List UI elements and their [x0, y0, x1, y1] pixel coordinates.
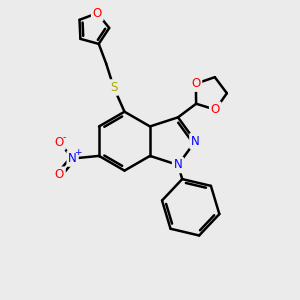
Text: -: -: [63, 132, 66, 142]
Text: O: O: [55, 136, 64, 149]
Text: O: O: [55, 168, 64, 181]
Text: +: +: [74, 148, 82, 157]
Text: O: O: [93, 7, 102, 20]
Text: O: O: [211, 103, 220, 116]
Text: O: O: [191, 77, 200, 90]
Text: N: N: [191, 135, 200, 148]
Text: N: N: [174, 158, 182, 172]
Text: S: S: [110, 81, 117, 94]
Text: N: N: [68, 152, 77, 165]
